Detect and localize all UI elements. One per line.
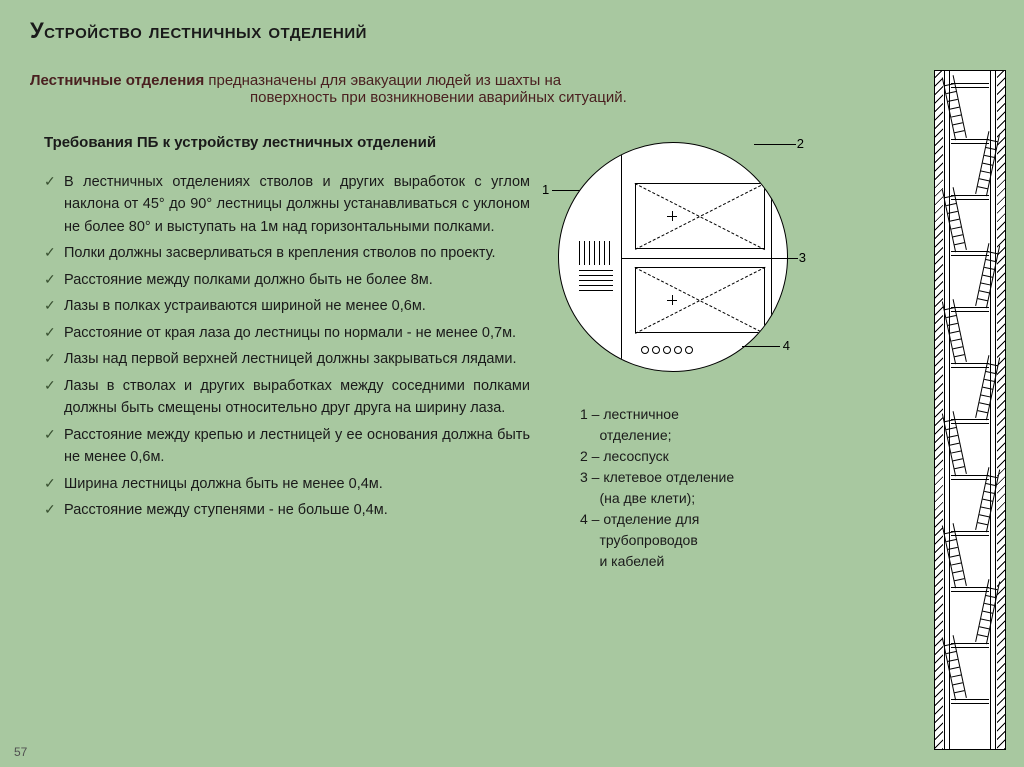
legend-line: 4 – отделение для (580, 509, 798, 530)
page-number: 57 (14, 745, 27, 759)
plan-content (559, 143, 787, 371)
left-column: Требования ПБ к устройству лестничных от… (30, 134, 530, 572)
list-item: Лазы в стволах и других выработках между… (44, 375, 530, 420)
legend-line: трубопроводов (580, 530, 798, 551)
list-item: Расстояние между ступенями - не больше 0… (44, 499, 530, 521)
annotation-4: 4 (783, 338, 790, 353)
slide-page: Устройство лестничных отделений Лестничн… (0, 0, 1024, 767)
list-item: Лазы над первой верхней лестницей должны… (44, 348, 530, 370)
requirements-heading: Требования ПБ к устройству лестничных от… (44, 134, 530, 151)
shaft-section-diagram (934, 70, 1006, 750)
annotation-1: 1 (542, 182, 549, 197)
plan-diagram: 1 2 3 4 (558, 142, 788, 372)
intro-text: Лестничные отделения предназначены для э… (30, 72, 994, 106)
annotation-3: 3 (799, 250, 806, 265)
shaft-plan-circle (558, 142, 788, 372)
legend-line: (на две клети); (580, 488, 798, 509)
legend-line: и кабелей (580, 551, 798, 572)
requirements-list: В лестничных отделениях стволов и других… (30, 171, 530, 522)
right-column: 1 2 3 4 1 – лестничное отделение; 2 – ле… (548, 134, 798, 572)
intro-rest1: предназначены для эвакуации людей из шах… (204, 72, 561, 89)
page-title: Устройство лестничных отделений (30, 18, 994, 44)
list-item: Полки должны засверливаться в крепления … (44, 242, 530, 264)
intro-lead: Лестничные отделения (30, 72, 204, 89)
legend: 1 – лестничное отделение; 2 – лесоспуск … (580, 404, 798, 572)
list-item: Расстояние между крепью и лестницей у ее… (44, 424, 530, 469)
legend-line: 1 – лестничное (580, 404, 798, 425)
list-item: Расстояние от края лаза до лестницы по н… (44, 322, 530, 344)
list-item: Лазы в полках устраиваются шириной не ме… (44, 295, 530, 317)
annotation-2: 2 (797, 136, 804, 151)
legend-line: отделение; (580, 425, 798, 446)
legend-line: 3 – клетевое отделение (580, 467, 798, 488)
legend-line: 2 – лесоспуск (580, 446, 798, 467)
list-item: Ширина лестницы должна быть не менее 0,4… (44, 473, 530, 495)
list-item: Расстояние между полками должно быть не … (44, 269, 530, 291)
list-item: В лестничных отделениях стволов и других… (44, 171, 530, 238)
intro-rest2: поверхность при возникновении аварийных … (30, 89, 994, 106)
content-columns: Требования ПБ к устройству лестничных от… (30, 134, 994, 572)
